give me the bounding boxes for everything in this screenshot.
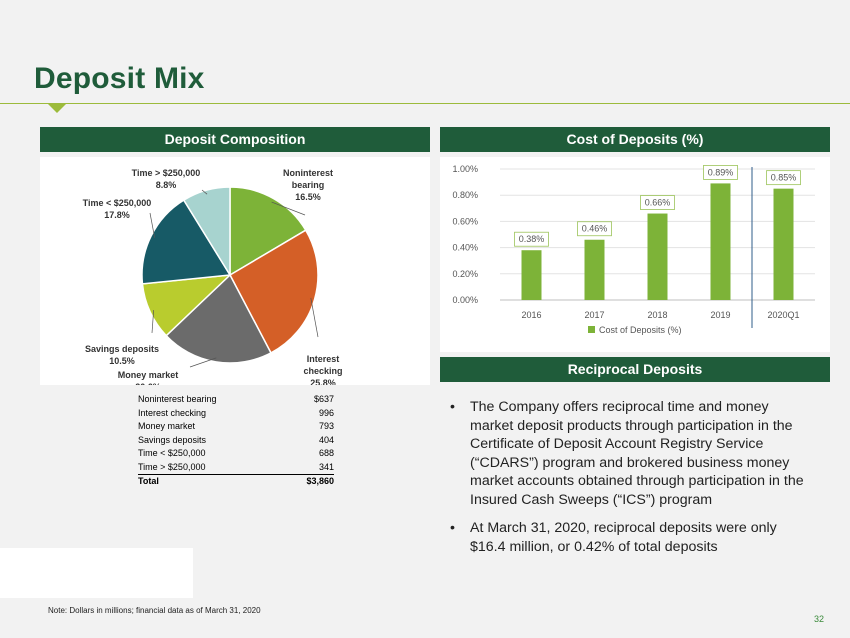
- pie-slice-percent: 20.6%: [135, 382, 161, 385]
- pie-panel: Noninterest bearing 16.5% Interest checking 2…: [40, 157, 430, 392]
- deposit-composition-pie-chart: Noninterest bearing 16.5% Interest checking 2…: [83, 168, 343, 392]
- pie-slice: [229, 186, 307, 277]
- pie-leader-line: [310, 297, 319, 338]
- total-label: Total: [138, 476, 159, 486]
- y-tick-label: 1.00%: [452, 164, 478, 174]
- bullet-text: The Company offers reciprocal time and m…: [470, 399, 804, 508]
- pie-slice-label: Savings deposits: [85, 344, 159, 354]
- total-row: Total $3,860: [138, 475, 334, 489]
- pie-slice-label: Interest: [307, 354, 340, 364]
- x-tick-label: 2016: [521, 310, 541, 320]
- bullet-dot-icon: •: [450, 520, 455, 536]
- pie-slice-percent: 17.8%: [104, 210, 130, 220]
- y-tick-label: 0.80%: [452, 190, 478, 200]
- legend-swatch: [588, 326, 595, 333]
- pie-slice-label: Noninterest: [283, 168, 333, 178]
- deposit-table: Noninterest bearing $637 Interest checking…: [138, 393, 334, 489]
- y-tick-label: 0.00%: [452, 295, 478, 305]
- table-row: Noninterest bearing $637: [138, 393, 334, 407]
- row-value: $637: [313, 394, 334, 404]
- cost-of-deposits-header: Cost of Deposits (%): [440, 127, 830, 152]
- pie-slice-percent: 25.8%: [310, 378, 336, 385]
- row-value: 688: [318, 448, 334, 458]
- table-row: Interest checking 996: [138, 407, 334, 421]
- footnote: Note: Dollars in millions; financial dat…: [48, 606, 261, 615]
- pie-slice-percent: 8.8%: [156, 180, 177, 190]
- data-label: 0.38%: [519, 234, 545, 244]
- row-label: Time > $250,000: [138, 460, 284, 475]
- x-tick-label: 2019: [710, 310, 730, 320]
- row-label: Noninterest bearing: [138, 394, 217, 404]
- x-tick-label: 2020Q1: [767, 310, 799, 320]
- bullet-item: • The Company offers reciprocal time and …: [450, 398, 810, 509]
- pie-leader-line: [149, 212, 156, 238]
- row-value: 793: [318, 421, 334, 431]
- page-title: Deposit Mix: [34, 62, 205, 95]
- row-label: Savings deposits: [138, 434, 207, 445]
- data-label-box: [766, 170, 801, 186]
- table-row: Time > $250,000 341: [138, 460, 334, 475]
- pie-slice: [182, 186, 231, 278]
- y-tick-label: 0.60%: [452, 216, 478, 226]
- bullet-text: At March 31, 2020, reciprocal deposits w…: [470, 520, 777, 555]
- reciprocal-bullets: • The Company offers reciprocal time and …: [450, 398, 810, 566]
- table-row: Money market 793: [138, 420, 334, 434]
- bar: [773, 188, 794, 300]
- row-label: Money market: [138, 421, 196, 431]
- pie-slice: [141, 199, 232, 285]
- x-tick-label: 2018: [647, 310, 667, 320]
- total-value: $3,860: [306, 476, 334, 486]
- pie-leader-line: [189, 357, 217, 368]
- pie-slice-percent: 16.5%: [295, 192, 321, 202]
- row-value: 404: [318, 434, 334, 445]
- bar: [521, 250, 542, 300]
- row-value: 341: [283, 460, 334, 475]
- table-row: Time < $250,000 688: [138, 447, 334, 461]
- data-label: 0.66%: [645, 198, 671, 208]
- legend-label: Cost of Deposits (%): [599, 325, 682, 335]
- data-label-box: [514, 231, 549, 247]
- data-label: 0.85%: [771, 173, 797, 183]
- pie-slice: [229, 229, 319, 354]
- bar: [710, 183, 731, 300]
- bar: [584, 239, 605, 300]
- y-tick-label: 0.40%: [452, 243, 478, 253]
- pie-slice-label: Money market: [118, 370, 179, 380]
- title-marker: [47, 103, 67, 113]
- pie-slice-label: Time > $250,000: [132, 168, 201, 178]
- row-label: Time < $250,000: [138, 448, 206, 458]
- data-label-box: [703, 165, 738, 180]
- pie-slice-label: checking: [303, 366, 342, 376]
- data-label: 0.46%: [582, 224, 608, 234]
- pie-slice-label: bearing: [292, 180, 325, 190]
- data-label-box: [640, 195, 675, 210]
- title-rule: [0, 103, 850, 104]
- bullet-item: • At March 31, 2020, reciprocal deposits …: [450, 519, 810, 556]
- row-value: 996: [318, 407, 334, 418]
- bar-panel: 0.00% 0.20% 0.40% 0.60% 0.80% 1.00% 0.38% 2016 0…: [440, 157, 830, 352]
- cost-of-deposits-bar-chart: 0.00% 0.20% 0.40% 0.60% 0.80% 1.00% 0.38% 2016 0…: [452, 164, 815, 335]
- data-label: 0.89%: [708, 167, 734, 177]
- pie-leader-line: [151, 310, 155, 334]
- row-label: Interest checking: [138, 407, 207, 418]
- y-tick-label: 0.20%: [452, 269, 478, 279]
- page-number: 32: [814, 614, 825, 624]
- pie-slice: [165, 273, 272, 364]
- pie-leader-line: [201, 189, 208, 195]
- table-row: Savings deposits 404: [138, 434, 334, 448]
- pie-slice-percent: 10.5%: [109, 356, 135, 366]
- x-tick-label: 2017: [584, 310, 604, 320]
- pie-leader-line: [271, 201, 306, 216]
- data-label-box: [577, 221, 612, 237]
- deposit-composition-header: Deposit Composition: [40, 127, 430, 152]
- pie-slice-label: Time < $250,000: [83, 198, 152, 208]
- reciprocal-deposits-header: Reciprocal Deposits: [440, 357, 830, 382]
- bar: [647, 213, 668, 300]
- bullet-dot-icon: •: [450, 399, 455, 415]
- footer-box: [0, 548, 193, 598]
